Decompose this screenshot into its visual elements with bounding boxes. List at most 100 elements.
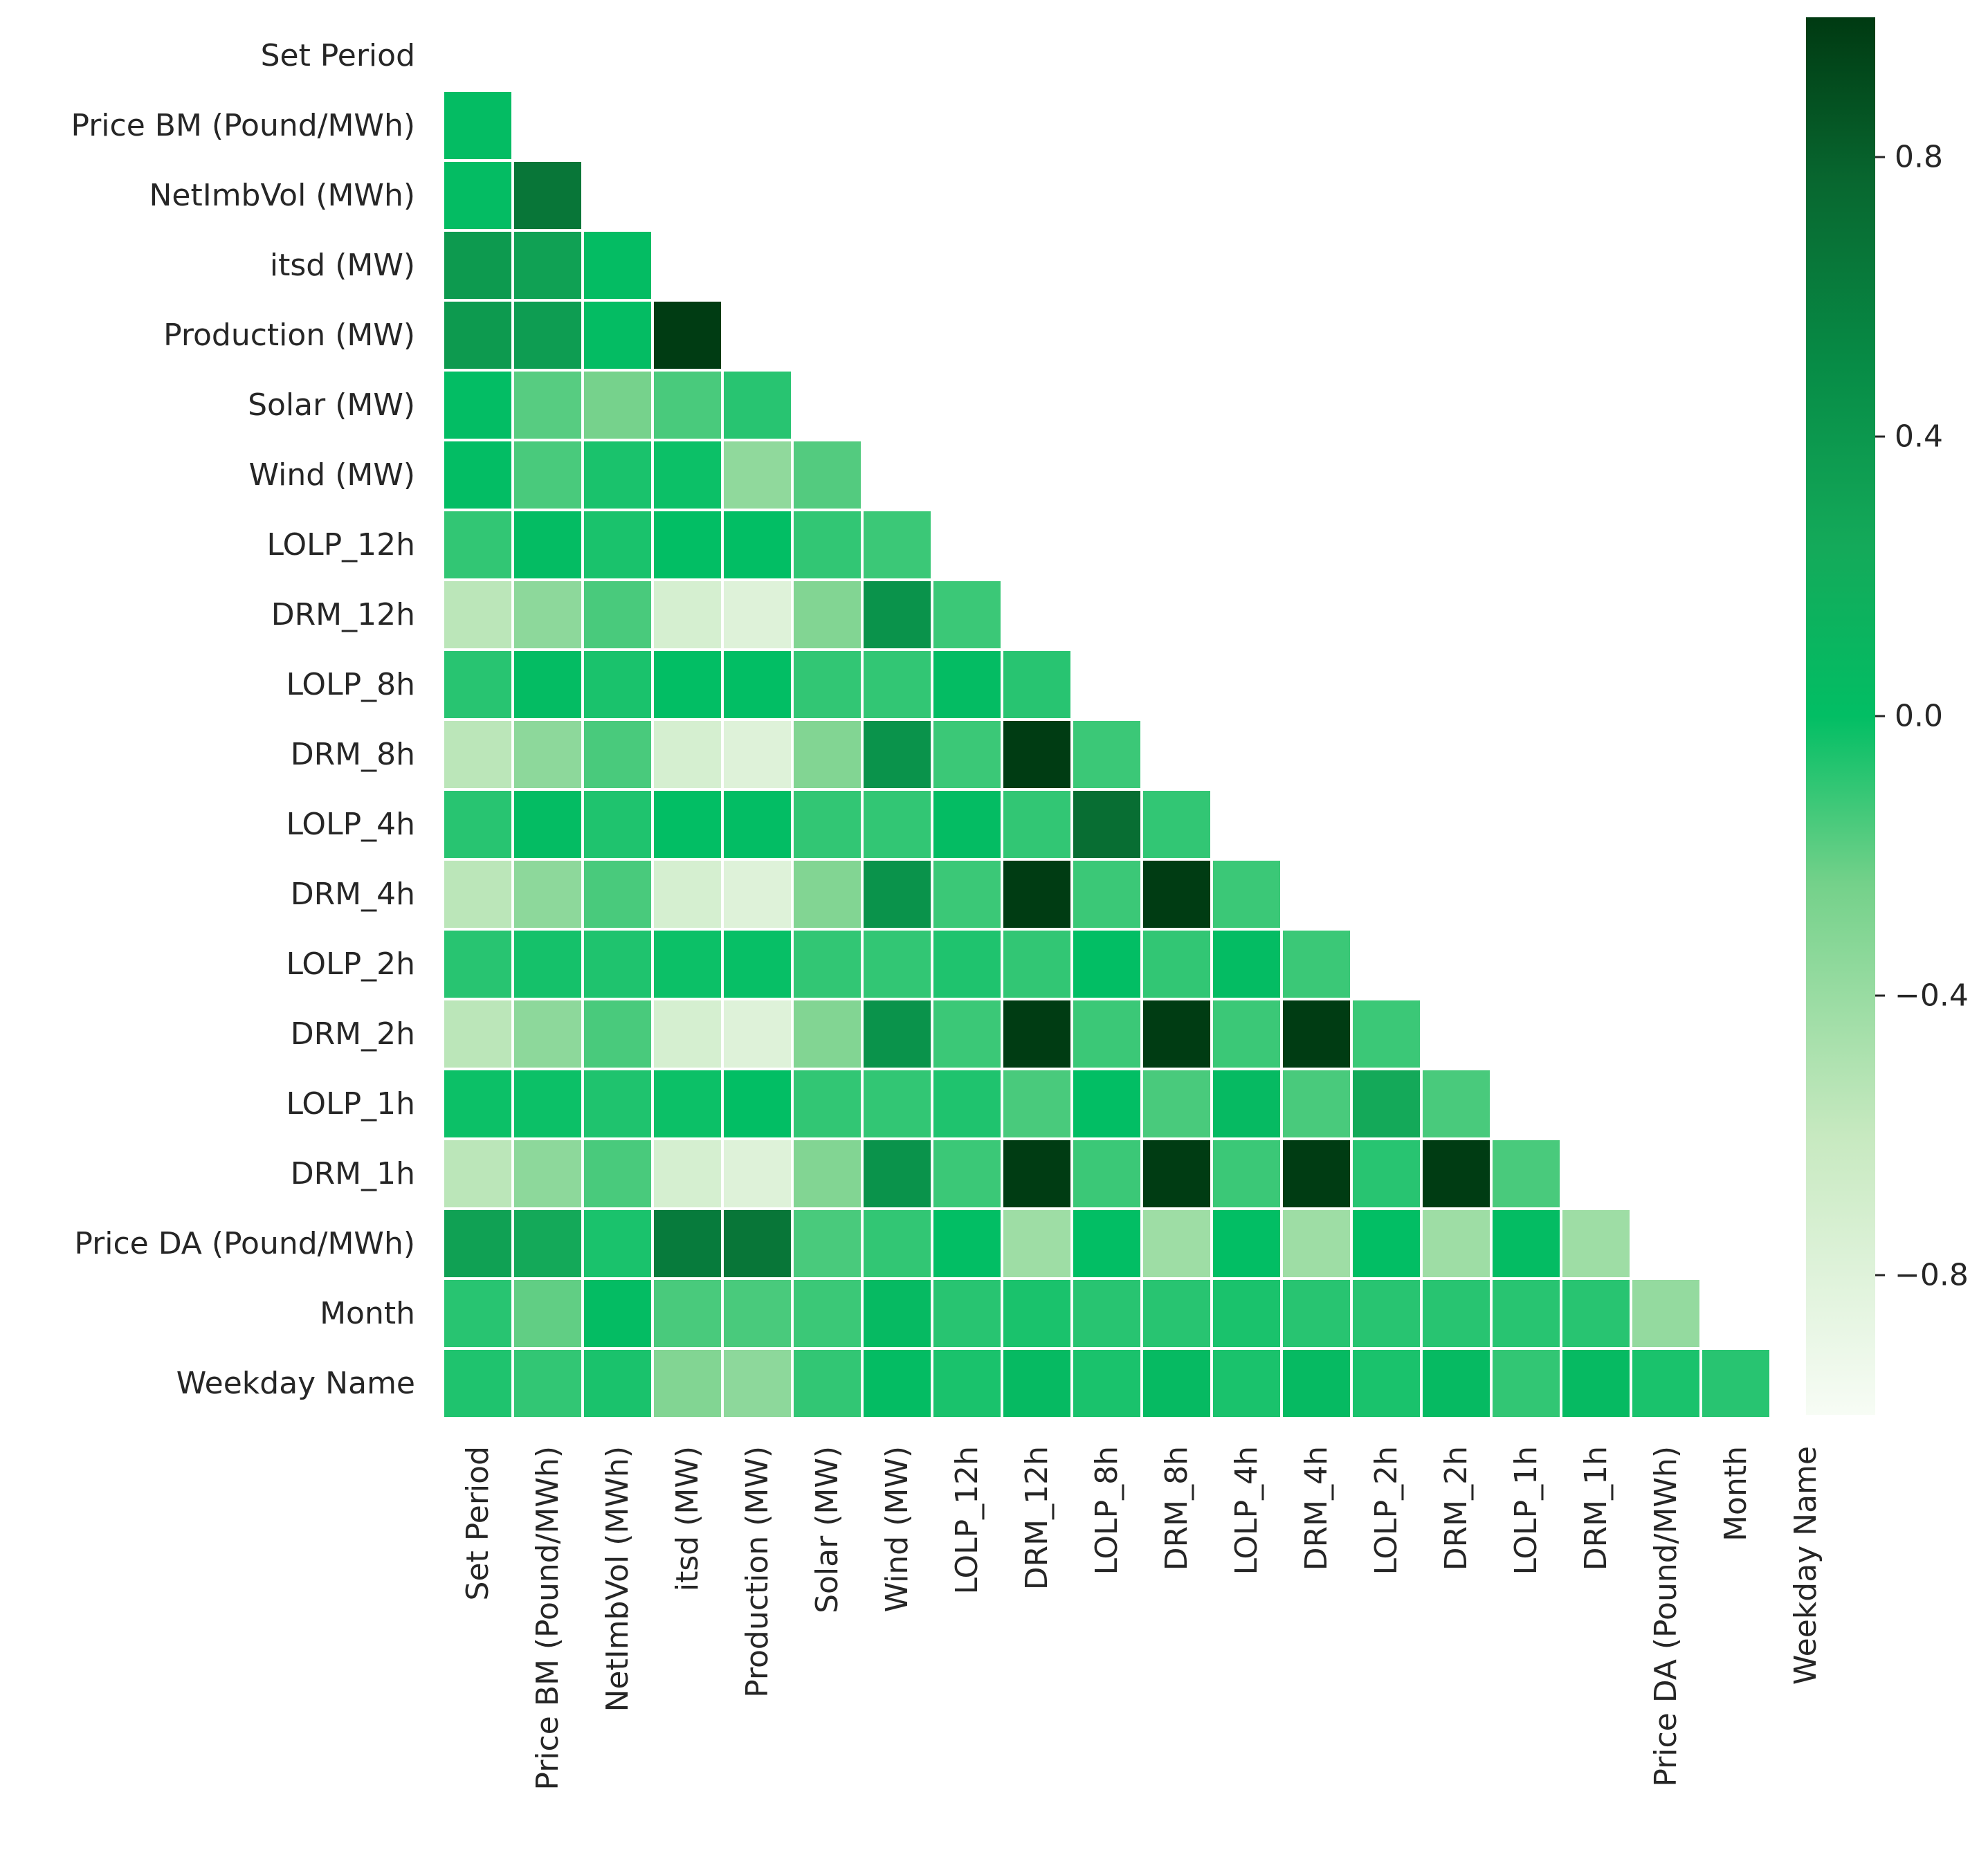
cell-month-lolp-12h — [933, 1280, 1001, 1347]
column-label-lolp-1h: LOLP_1h — [1508, 1446, 1544, 1575]
cell-price-da-pound-mwh-lolp-8h — [1073, 1210, 1140, 1277]
cell-drm-8h-drm-12h — [1003, 721, 1070, 788]
cell-month-solar-mw — [794, 1280, 861, 1347]
row-label-set-period: Set Period — [261, 38, 415, 73]
cell-weekday-name-set-period — [444, 1350, 511, 1417]
cell-price-da-pound-mwh-lolp-4h — [1213, 1210, 1280, 1277]
row-label-drm-12h: DRM_12h — [271, 597, 415, 632]
cell-weekday-name-lolp-12h — [933, 1350, 1001, 1417]
column-label-production-mw: Production (MW) — [740, 1446, 775, 1698]
cell-weekday-name-lolp-1h — [1493, 1350, 1560, 1417]
cell-price-da-pound-mwh-itsd-mw — [654, 1210, 721, 1277]
cell-weekday-name-price-da-pound-mwh — [1632, 1350, 1699, 1417]
cell-drm-4h-production-mw — [724, 861, 791, 928]
cell-price-da-pound-mwh-drm-1h — [1562, 1210, 1630, 1277]
cell-lolp-1h-solar-mw — [794, 1070, 861, 1137]
colorbar-gradient — [1806, 17, 1875, 1415]
row-label-price-da-pound-mwh: Price DA (Pound/MWh) — [74, 1226, 415, 1261]
cell-price-da-pound-mwh-netimbvol-mwh — [584, 1210, 651, 1277]
column-label-month: Month — [1718, 1446, 1753, 1542]
cell-month-set-period — [444, 1280, 511, 1347]
cell-month-lolp-4h — [1213, 1280, 1280, 1347]
row-label-lolp-1h: LOLP_1h — [286, 1086, 415, 1122]
cell-drm-1h-drm-2h — [1423, 1140, 1490, 1207]
cell-lolp-4h-price-bm-pound-mwh — [514, 791, 581, 858]
cell-solar-mw-itsd-mw — [654, 372, 721, 439]
colorbar-tick-label: 0.0 — [1895, 699, 1943, 734]
cell-lolp-2h-itsd-mw — [654, 931, 721, 998]
cell-lolp-1h-lolp-12h — [933, 1070, 1001, 1137]
cell-lolp-1h-set-period — [444, 1070, 511, 1137]
cell-drm-12h-set-period — [444, 581, 511, 648]
column-label-price-bm-pound-mwh: Price BM (Pound/MWh) — [530, 1446, 565, 1791]
cell-drm-2h-lolp-2h — [1353, 1000, 1420, 1068]
cell-lolp-4h-lolp-12h — [933, 791, 1001, 858]
column-label-price-da-pound-mwh: Price DA (Pound/MWh) — [1648, 1446, 1684, 1787]
column-labels: Set Period Price BM (Pound/MWh) NetImbVol … — [460, 1446, 1823, 1791]
cell-lolp-2h-drm-12h — [1003, 931, 1070, 998]
cell-drm-8h-price-bm-pound-mwh — [514, 721, 581, 788]
cell-solar-mw-netimbvol-mwh — [584, 372, 651, 439]
cell-lolp-8h-price-bm-pound-mwh — [514, 651, 581, 718]
colorbar-tick-label: 0.4 — [1895, 419, 1943, 455]
cell-drm-4h-drm-12h — [1003, 861, 1070, 928]
cell-lolp-12h-price-bm-pound-mwh — [514, 511, 581, 578]
cell-lolp-4h-wind-mw — [864, 791, 931, 858]
cell-lolp-8h-drm-12h — [1003, 651, 1070, 718]
cell-netimbvol-mwh-set-period — [444, 162, 511, 229]
cell-drm-2h-itsd-mw — [654, 1000, 721, 1068]
cell-drm-4h-netimbvol-mwh — [584, 861, 651, 928]
cell-lolp-2h-set-period — [444, 931, 511, 998]
cell-weekday-name-production-mw — [724, 1350, 791, 1417]
cell-wind-mw-solar-mw — [794, 441, 861, 509]
cell-drm-2h-set-period — [444, 1000, 511, 1068]
cell-drm-8h-netimbvol-mwh — [584, 721, 651, 788]
row-label-drm-2h: DRM_2h — [291, 1016, 415, 1052]
column-label-lolp-4h: LOLP_4h — [1229, 1446, 1264, 1575]
column-label-wind-mw: Wind (MW) — [879, 1446, 915, 1612]
cell-month-drm-8h — [1143, 1280, 1210, 1347]
cell-drm-4h-lolp-8h — [1073, 861, 1140, 928]
cell-drm-1h-wind-mw — [864, 1140, 931, 1207]
cell-lolp-1h-drm-2h — [1423, 1070, 1490, 1137]
cell-solar-mw-set-period — [444, 372, 511, 439]
cell-production-mw-price-bm-pound-mwh — [514, 302, 581, 369]
cell-drm-1h-set-period — [444, 1140, 511, 1207]
cell-lolp-1h-lolp-8h — [1073, 1070, 1140, 1137]
cell-lolp-1h-lolp-2h — [1353, 1070, 1420, 1137]
cell-lolp-12h-production-mw — [724, 511, 791, 578]
cell-lolp-8h-set-period — [444, 651, 511, 718]
cell-drm-2h-lolp-8h — [1073, 1000, 1140, 1068]
cell-lolp-1h-lolp-4h — [1213, 1070, 1280, 1137]
cell-price-da-pound-mwh-lolp-1h — [1493, 1210, 1560, 1277]
row-label-lolp-12h: LOLP_12h — [267, 527, 416, 562]
cell-production-mw-itsd-mw — [654, 302, 721, 369]
row-label-weekday-name: Weekday Name — [176, 1366, 415, 1401]
cell-drm-2h-netimbvol-mwh — [584, 1000, 651, 1068]
cell-drm-12h-wind-mw — [864, 581, 931, 648]
cell-drm-2h-drm-4h — [1283, 1000, 1350, 1068]
row-label-netimbvol-mwh: NetImbVol (MWh) — [149, 178, 415, 213]
cell-month-netimbvol-mwh — [584, 1280, 651, 1347]
row-label-lolp-8h: LOLP_8h — [286, 667, 415, 702]
row-label-price-bm-pound-mwh: Price BM (Pound/MWh) — [71, 108, 415, 143]
cell-lolp-4h-itsd-mw — [654, 791, 721, 858]
cell-lolp-2h-wind-mw — [864, 931, 931, 998]
cell-wind-mw-price-bm-pound-mwh — [514, 441, 581, 509]
cell-month-price-da-pound-mwh — [1632, 1280, 1699, 1347]
cell-drm-2h-wind-mw — [864, 1000, 931, 1068]
cell-drm-8h-set-period — [444, 721, 511, 788]
cell-drm-8h-lolp-12h — [933, 721, 1001, 788]
cell-month-itsd-mw — [654, 1280, 721, 1347]
cell-lolp-8h-netimbvol-mwh — [584, 651, 651, 718]
column-label-drm-4h: DRM_4h — [1299, 1446, 1334, 1571]
cell-drm-8h-wind-mw — [864, 721, 931, 788]
cell-production-mw-set-period — [444, 302, 511, 369]
cell-drm-2h-price-bm-pound-mwh — [514, 1000, 581, 1068]
column-label-set-period: Set Period — [460, 1446, 495, 1600]
cell-lolp-1h-drm-12h — [1003, 1070, 1070, 1137]
cell-lolp-4h-lolp-8h — [1073, 791, 1140, 858]
column-label-drm-2h: DRM_2h — [1439, 1446, 1474, 1571]
cell-drm-12h-solar-mw — [794, 581, 861, 648]
heatmap-cells — [444, 92, 1769, 1417]
